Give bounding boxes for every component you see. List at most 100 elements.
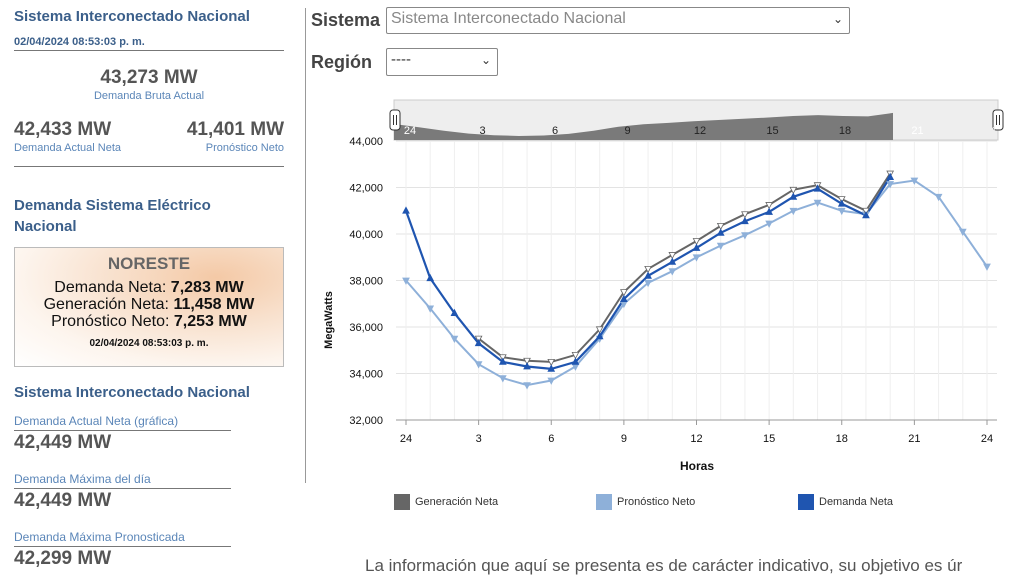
data-point xyxy=(813,184,822,192)
y-tick-label: 34,000 xyxy=(349,369,383,381)
region-select-value: ---- xyxy=(391,51,411,68)
stat-label: Demanda Actual Neta (gráfica) xyxy=(14,414,231,431)
card-generacion-value: 11,458 MW xyxy=(173,296,255,313)
sistema-label: Sistema xyxy=(311,10,381,30)
legend-label: Generación Neta xyxy=(415,495,499,508)
card-demanda-label: Demanda Neta: xyxy=(54,279,167,296)
data-point xyxy=(910,177,919,185)
navigator-tick: 3 xyxy=(479,125,485,137)
stat-value: 42,449 MW xyxy=(14,490,112,511)
y-tick-label: 36,000 xyxy=(349,322,383,334)
stat-2: Demanda Máxima Pronosticada 42,299 MW xyxy=(14,530,231,570)
data-point xyxy=(523,357,531,366)
x-tick-label: 6 xyxy=(548,433,554,445)
data-point xyxy=(571,351,580,360)
top-timestamp: 02/04/2024 08:53:03 p. m. xyxy=(14,36,145,48)
navigator-area xyxy=(394,112,893,140)
footer-text: La información que aquí se presenta es d… xyxy=(365,556,963,575)
y-axis: 32,000 34,000 36,000 38,000 40,000 42,000 44,0… xyxy=(349,136,383,427)
series-markers xyxy=(402,170,991,390)
data-point xyxy=(644,265,652,274)
legend-item-demanda[interactable]: Demanda Neta xyxy=(798,494,893,510)
navigator-tick: 24 xyxy=(984,125,996,137)
x-tick-label: 3 xyxy=(476,433,482,445)
navigator-handle-left[interactable] xyxy=(389,109,401,131)
y-tick-label: 44,000 xyxy=(349,136,383,148)
data-point xyxy=(741,232,749,240)
data-point xyxy=(644,271,652,279)
data-point xyxy=(523,382,531,390)
sin-title: Sistema Interconectado Nacional xyxy=(14,384,250,401)
data-point xyxy=(595,326,604,334)
data-point xyxy=(741,216,749,225)
stat-value: 42,299 MW xyxy=(14,548,112,569)
card-pronostico: Pronóstico Neto: 7,253 MW xyxy=(15,313,283,330)
data-point xyxy=(450,335,459,343)
x-axis: 24 3 6 9 12 15 18 21 24 xyxy=(400,420,993,445)
card-generacion-label: Generación Neta: xyxy=(43,296,169,313)
x-tick-label: 15 xyxy=(763,433,775,445)
data-point xyxy=(716,228,725,236)
x-tick-label: 24 xyxy=(400,433,412,445)
chevron-down-icon: ⌄ xyxy=(832,12,843,26)
divider xyxy=(14,50,284,51)
sistema-select[interactable]: Sistema Interconectado Nacional ⌄ xyxy=(386,7,850,34)
legend-label: Demanda Neta xyxy=(819,495,893,508)
legend-swatch xyxy=(394,494,410,510)
data-point xyxy=(571,357,580,365)
legend-swatch xyxy=(596,494,612,510)
data-point xyxy=(692,254,701,262)
top-title: Sistema Interconectado Nacional xyxy=(14,8,250,25)
navigator-handle-right[interactable] xyxy=(992,109,1004,131)
navigator-tick: 9 xyxy=(624,125,630,137)
navigator-tick: 24 xyxy=(404,125,416,137)
data-point xyxy=(716,242,725,250)
stat-0: Demanda Actual Neta (gráfica) 42,449 MW xyxy=(14,414,231,454)
legend-label: Pronóstico Neto xyxy=(617,495,696,508)
data-point xyxy=(547,358,556,367)
y-tick-label: 42,000 xyxy=(349,183,383,195)
data-point xyxy=(765,207,773,215)
sistema-select-value: Sistema Interconectado Nacional xyxy=(391,10,626,27)
data-point xyxy=(668,252,677,260)
stat-1: Demanda Máxima del día 42,449 MW xyxy=(14,472,231,512)
bruta-label: Demanda Bruta Actual xyxy=(93,90,205,102)
y-tick-label: 32,000 xyxy=(349,415,383,427)
data-point xyxy=(498,357,507,365)
data-point xyxy=(620,289,628,297)
y-tick-label: 38,000 xyxy=(349,276,383,288)
data-point xyxy=(426,305,435,313)
vertical-divider xyxy=(305,8,306,483)
x-tick-label: 21 xyxy=(908,433,920,445)
x-tick-label: 9 xyxy=(621,433,627,445)
card-region: NORESTE xyxy=(107,254,191,273)
navigator[interactable]: 24 3 6 9 12 15 18 21 24 xyxy=(389,99,1004,141)
legend-item-generacion[interactable]: Generación Neta xyxy=(394,494,498,510)
grid xyxy=(396,140,997,421)
neta-value: 42,433 MW xyxy=(14,119,112,140)
card-demanda: Demanda Neta: 7,283 MW xyxy=(15,279,283,296)
data-point xyxy=(958,228,967,237)
region-select[interactable]: ---- ⌄ xyxy=(386,48,498,76)
data-point xyxy=(498,375,507,383)
stat-label: Demanda Máxima del día xyxy=(14,472,231,489)
data-point xyxy=(837,207,846,216)
data-point xyxy=(668,268,677,276)
legend-item-pronostico[interactable]: Pronóstico Neto xyxy=(596,494,695,510)
data-point xyxy=(886,181,895,189)
pron-value: 41,401 MW xyxy=(186,119,284,140)
data-point xyxy=(426,273,435,282)
data-point xyxy=(402,277,410,285)
region-card: NORESTE Demanda Neta: 7,283 MW Generació… xyxy=(14,247,284,367)
data-point xyxy=(934,193,943,202)
navigator-tick: 21 xyxy=(911,125,923,137)
navigator-tick: 18 xyxy=(839,125,851,137)
bruta-value: 43,273 MW xyxy=(100,67,198,88)
x-axis-label: Horas xyxy=(680,459,714,473)
x-tick-label: 12 xyxy=(690,433,702,445)
data-point xyxy=(450,308,459,316)
data-point xyxy=(765,220,773,228)
data-point xyxy=(813,199,822,207)
data-point xyxy=(692,238,701,246)
data-point xyxy=(547,377,556,385)
